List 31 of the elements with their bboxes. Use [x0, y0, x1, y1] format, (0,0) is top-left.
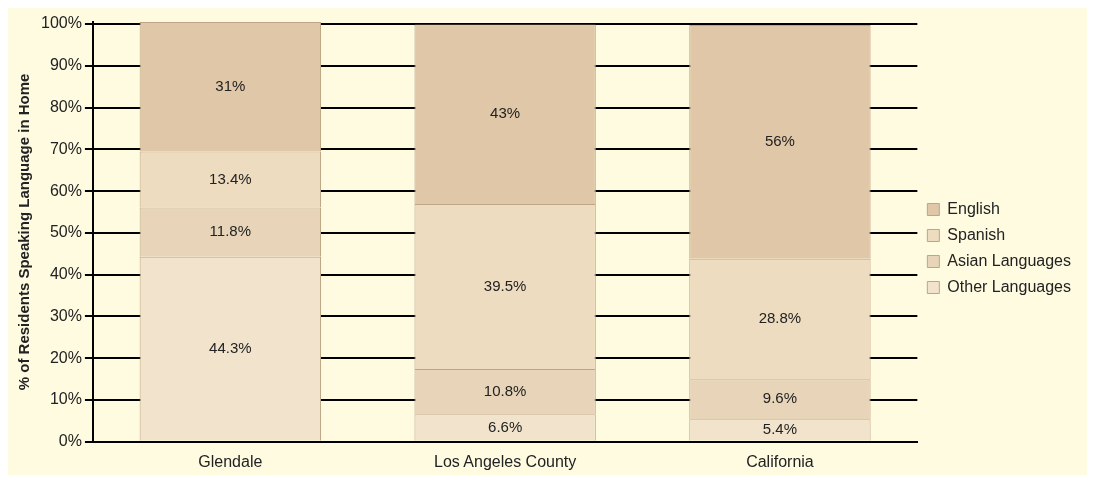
y-tick-label: 50% — [49, 223, 82, 241]
y-axis-title: % of Residents Speaking Language in Home — [15, 73, 33, 391]
y-tick-label: 0% — [58, 432, 82, 450]
data-label: 9.6% — [762, 389, 798, 407]
data-label: 11.8% — [209, 222, 252, 240]
y-tick-label: 40% — [49, 265, 82, 283]
data-label: 39.5% — [483, 276, 527, 294]
y-tick-label: 60% — [49, 181, 82, 199]
y-tick-label: 70% — [49, 139, 82, 157]
data-label: 44.3% — [209, 338, 252, 356]
x-tick-label: Los Angeles County — [433, 452, 577, 470]
legend-label: Other Languages — [947, 277, 1071, 295]
data-label: 5.4% — [762, 420, 798, 438]
data-label: 6.6% — [488, 417, 523, 435]
y-tick-label: 10% — [49, 390, 82, 408]
y-tick-label: 80% — [49, 98, 82, 116]
data-label: 56% — [764, 132, 795, 150]
data-label: 31% — [215, 76, 246, 94]
y-tick-label: 90% — [49, 56, 82, 74]
y-tick-label: 30% — [49, 306, 82, 324]
data-label: 28.8% — [758, 309, 802, 327]
x-tick-label: California — [746, 452, 814, 470]
y-tick-label: 20% — [49, 348, 82, 366]
data-label: 10.8% — [483, 381, 527, 399]
data-label: 43% — [490, 104, 521, 122]
x-tick-label: Glendale — [198, 452, 263, 470]
legend-label: Asian Languages — [947, 251, 1071, 269]
data-label: 13.4% — [209, 169, 252, 187]
y-tick-label: 100% — [41, 14, 82, 32]
legend-label: Spanish — [947, 225, 1006, 243]
legend-label: English — [947, 199, 1000, 217]
